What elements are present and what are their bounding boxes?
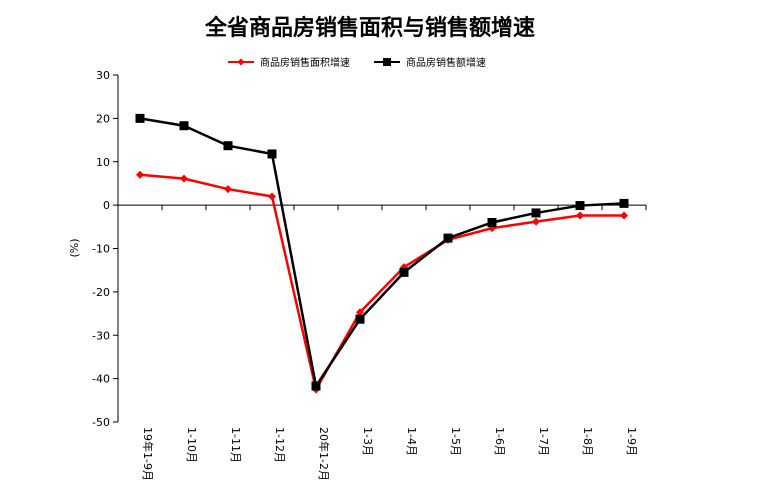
data-point: [180, 174, 188, 183]
data-point: [355, 314, 365, 324]
legend-label: 商品房销售面积增速: [260, 56, 350, 69]
series-line-1: [139, 173, 624, 393]
y-tick-label: -10: [92, 243, 110, 256]
y-axis-label: (%): [68, 238, 81, 257]
x-tick-label: 1-10月: [185, 427, 198, 463]
data-point: [443, 233, 453, 243]
legend-marker: [383, 58, 391, 66]
plot-area: [135, 113, 629, 394]
legend: 商品房销售面积增速 商品房销售额增速: [228, 56, 486, 69]
data-point: [135, 113, 145, 123]
data-point: [576, 211, 584, 220]
x-tick-label: 19年1-9月: [141, 427, 155, 481]
legend-marker: [237, 58, 245, 66]
x-tick-label: 1-4月: [405, 427, 418, 456]
data-point: [268, 192, 276, 201]
x-tick-label: 1-3月: [361, 427, 374, 456]
data-point: [531, 208, 541, 218]
axes: 30 20 10 0 -10 -20 -30 -40 -50 (%) 19年1-9月 1-10月 1-1…: [68, 69, 647, 481]
y-tick-label: -40: [92, 373, 110, 386]
y-tick-label: 10: [96, 156, 110, 169]
data-point: [136, 170, 144, 179]
data-point: [619, 198, 629, 208]
x-tick-label: 1-6月: [493, 427, 506, 456]
x-tick-label: 1-12月: [273, 427, 286, 463]
y-tick-label: 0: [103, 199, 110, 212]
y-tick-label: 20: [96, 112, 110, 125]
y-tick-label: -30: [92, 329, 110, 342]
chart-title: 全省商品房销售面积与销售额增速: [204, 15, 535, 41]
x-tick-label: 1-8月: [581, 427, 594, 456]
x-tick-label: 1-5月: [449, 427, 462, 456]
y-tick-label: -50: [92, 416, 110, 429]
data-point: [532, 217, 540, 226]
x-tick-label: 20年1-2月: [317, 427, 331, 481]
data-point: [399, 267, 409, 277]
x-tick-label: 1-7月: [537, 427, 550, 456]
y-tick-label: -20: [92, 286, 110, 299]
x-tick-label: 1-9月: [625, 427, 638, 456]
x-tick-label: 1-11月: [229, 427, 242, 463]
data-point: [356, 308, 364, 317]
data-point: [575, 201, 585, 211]
data-point: [311, 381, 321, 391]
data-point: [620, 211, 628, 220]
data-point: [179, 121, 189, 131]
data-point: [267, 149, 277, 159]
data-point: [224, 185, 232, 194]
series-line-2: [139, 117, 625, 390]
legend-label: 商品房销售额增速: [406, 56, 486, 69]
data-point: [223, 141, 233, 151]
y-tick-label: 30: [96, 69, 110, 82]
data-point: [487, 217, 497, 227]
